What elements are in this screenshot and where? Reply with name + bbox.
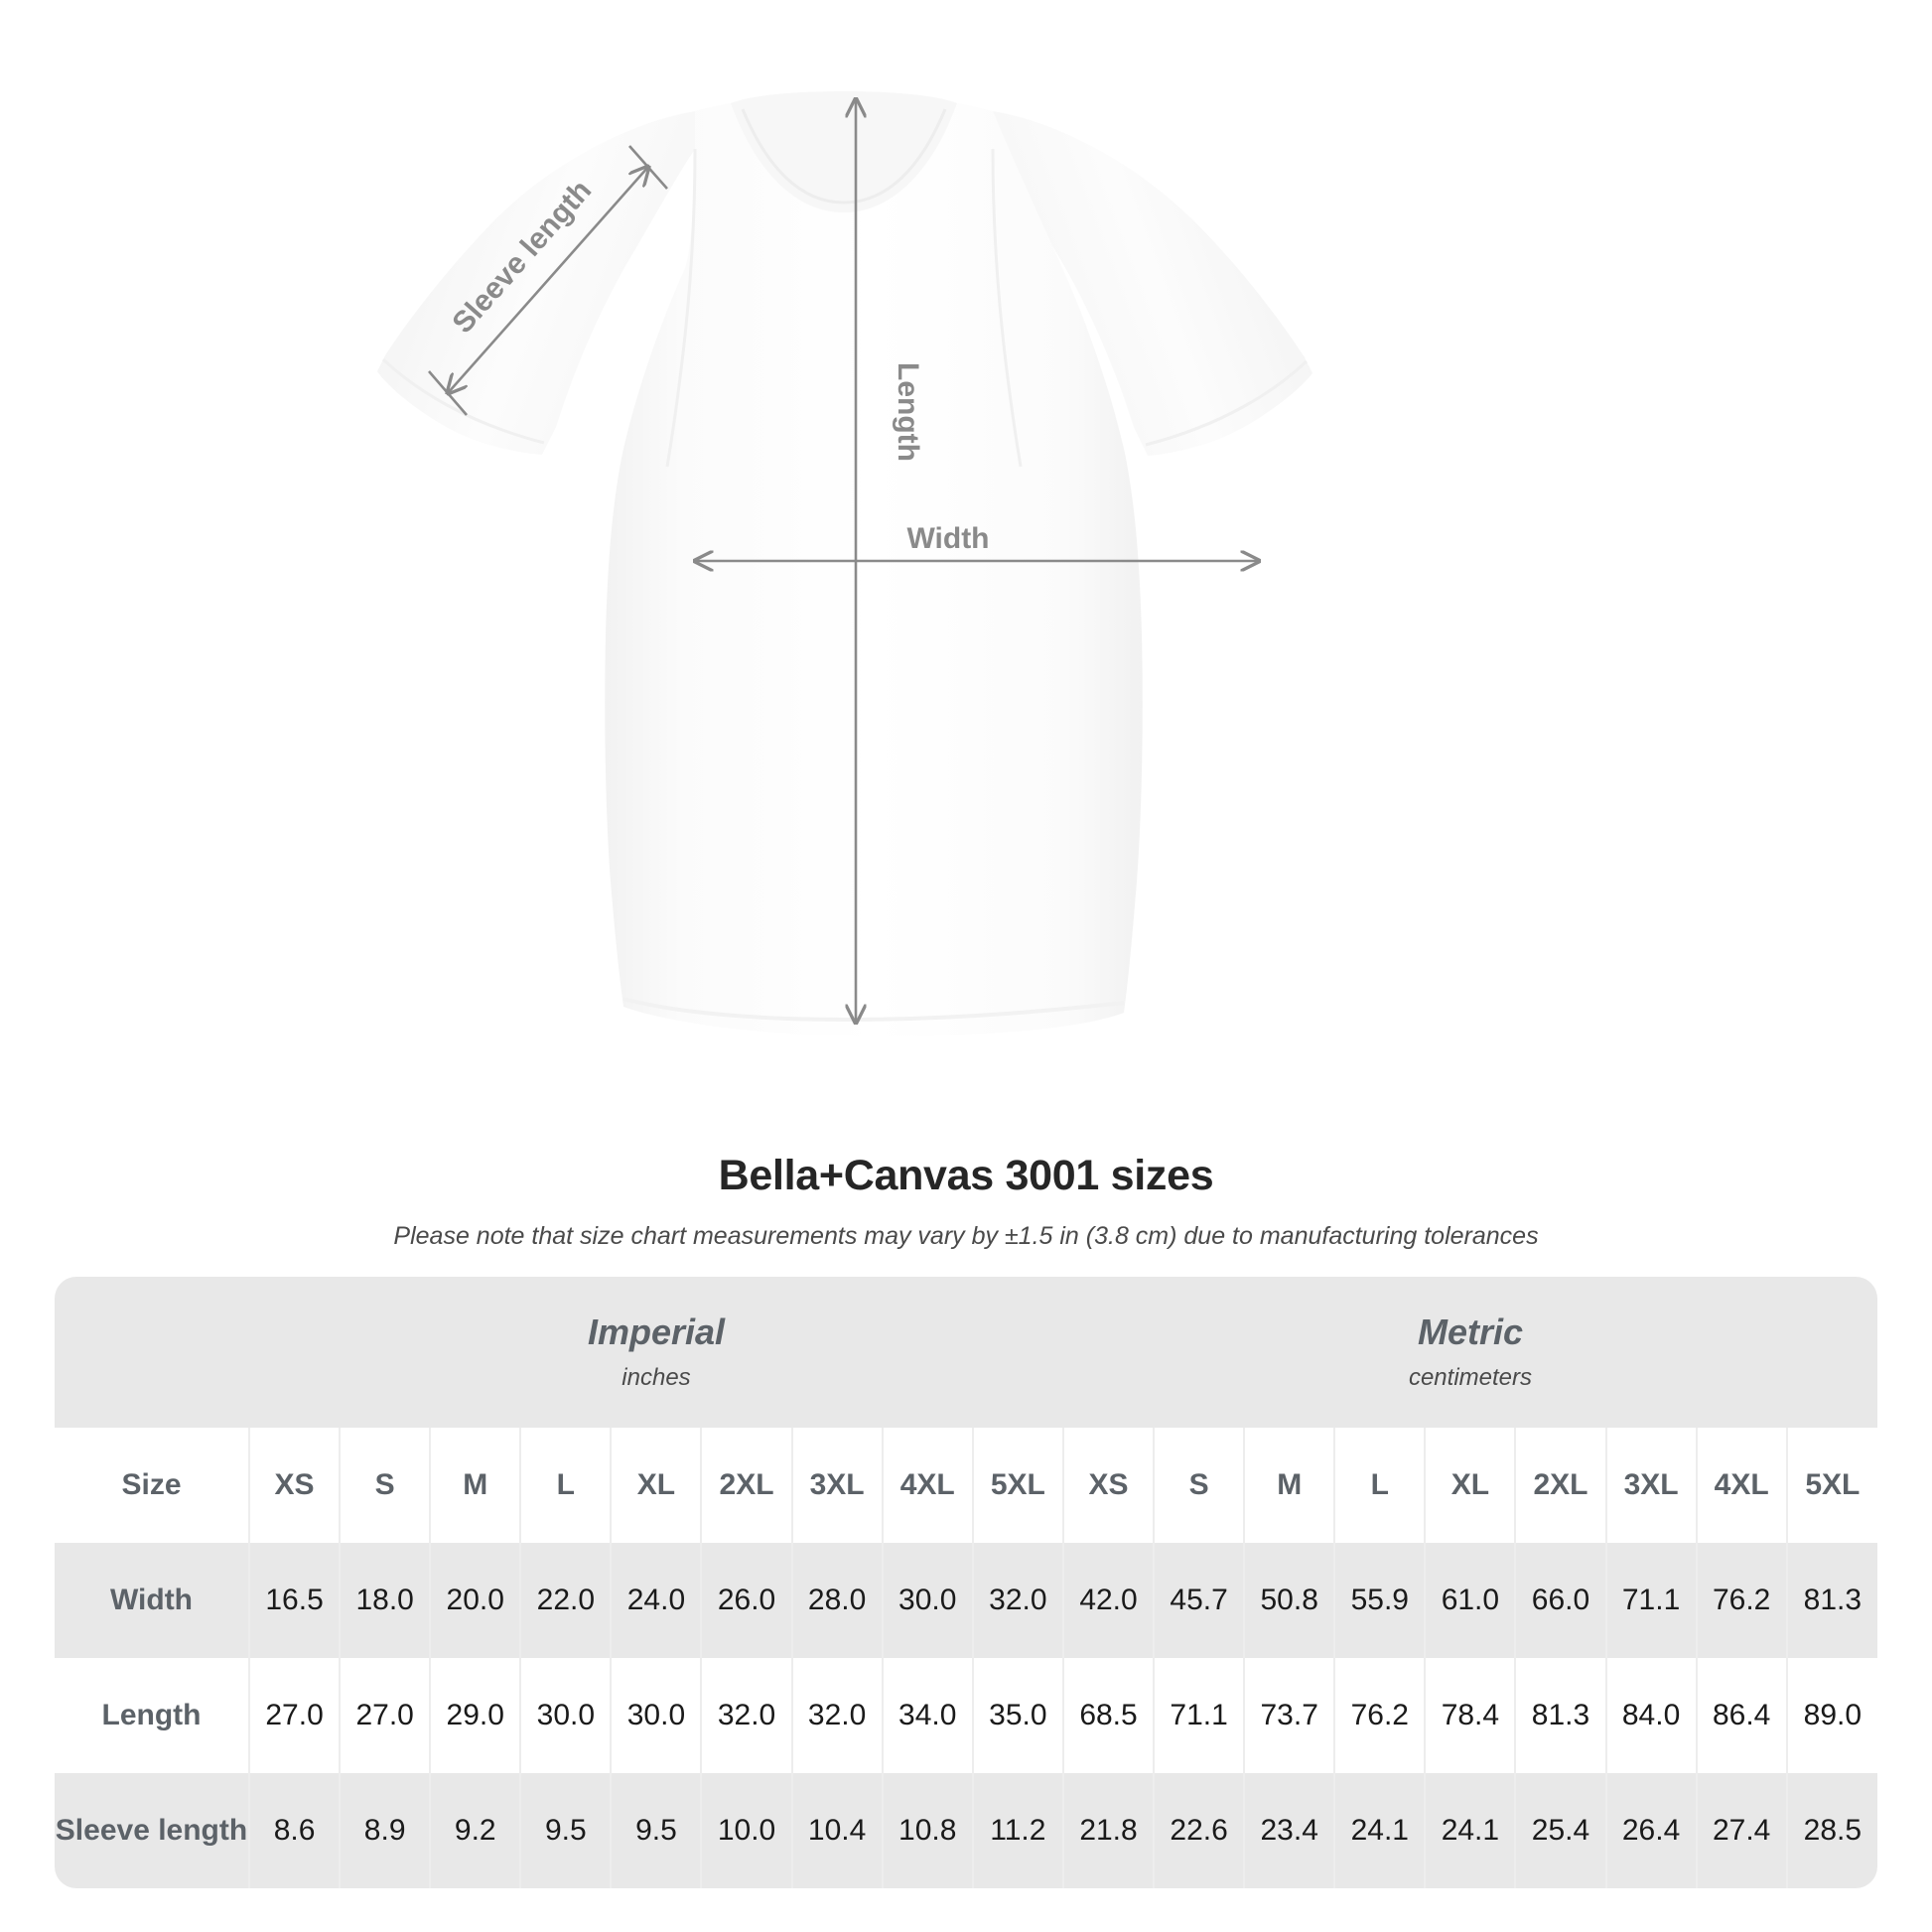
size-header-imperial-3xl: 3XL (791, 1428, 884, 1543)
unit-header-row: Imperial inches Metric centimeters (55, 1277, 1877, 1428)
cell-metric-sleeve-length-l: 24.1 (1334, 1773, 1427, 1888)
cell-imperial-length-l: 30.0 (520, 1658, 613, 1773)
row-label-length: Length (55, 1658, 251, 1773)
size-header-metric-xs: XS (1062, 1428, 1156, 1543)
cell-metric-width-xl: 61.0 (1425, 1543, 1517, 1658)
size-header-metric-2xl: 2XL (1515, 1428, 1607, 1543)
size-header-imperial-4xl: 4XL (882, 1428, 974, 1543)
size-header-imperial-s: S (340, 1428, 432, 1543)
size-header-metric-xl: XL (1425, 1428, 1517, 1543)
tshirt-illustration: Sleeve length Length Width (377, 91, 1312, 1036)
unit-name: Metric (1417, 1311, 1523, 1353)
cell-metric-length-xs: 68.5 (1062, 1658, 1156, 1773)
row-label-sleeve-length: Sleeve length (55, 1773, 251, 1888)
cell-metric-width-2xl: 66.0 (1515, 1543, 1607, 1658)
table-row: Length 27.0 27.0 29.0 30.0 30.0 32.0 32.0 34.0 35… (55, 1658, 1877, 1773)
product-diagram: Sleeve length Length Width (377, 91, 1312, 1036)
cell-imperial-width-4xl: 30.0 (882, 1543, 974, 1658)
cell-metric-length-m: 73.7 (1244, 1658, 1336, 1773)
size-header-imperial-5xl: 5XL (972, 1428, 1064, 1543)
unit-subtitle: inches (621, 1363, 691, 1391)
cell-metric-length-4xl: 86.4 (1696, 1658, 1788, 1773)
page-title: Bella+Canvas 3001 sizes (718, 1152, 1214, 1199)
size-row-header-label: Size (55, 1428, 251, 1543)
table-row: Width 16.5 18.0 20.0 22.0 24.0 26.0 28.0 30.0 32.… (55, 1543, 1877, 1658)
cell-metric-length-2xl: 81.3 (1515, 1658, 1607, 1773)
length-label: Length (892, 362, 924, 462)
cell-metric-width-5xl: 81.3 (1786, 1543, 1877, 1658)
size-chart-table: Imperial inches Metric centimeters Size XS S M L… (55, 1277, 1877, 1888)
cell-metric-length-s: 71.1 (1154, 1658, 1246, 1773)
cell-metric-sleeve-length-xs: 21.8 (1062, 1773, 1156, 1888)
chart-heading-block: Bella+Canvas 3001 sizes Please note that… (0, 1122, 1932, 1251)
cell-imperial-sleeve-length-xs: 8.6 (249, 1773, 342, 1888)
cell-metric-width-xs: 42.0 (1062, 1543, 1156, 1658)
cell-metric-sleeve-length-4xl: 27.4 (1696, 1773, 1788, 1888)
size-chart-table-wrapper: Imperial inches Metric centimeters Size XS S M L… (55, 1277, 1877, 1888)
cell-metric-width-s: 45.7 (1154, 1543, 1246, 1658)
cell-metric-length-l: 76.2 (1334, 1658, 1427, 1773)
cell-metric-sleeve-length-m: 23.4 (1244, 1773, 1336, 1888)
cell-imperial-width-3xl: 28.0 (791, 1543, 884, 1658)
cell-imperial-width-m: 20.0 (430, 1543, 522, 1658)
cell-imperial-width-5xl: 32.0 (972, 1543, 1064, 1658)
unit-subtitle: centimeters (1408, 1363, 1532, 1391)
cell-metric-width-3xl: 71.1 (1605, 1543, 1698, 1658)
cell-imperial-sleeve-length-2xl: 10.0 (701, 1773, 793, 1888)
size-header-metric-3xl: 3XL (1605, 1428, 1698, 1543)
size-header-metric-m: M (1244, 1428, 1336, 1543)
cell-metric-length-xl: 78.4 (1425, 1658, 1517, 1773)
cell-metric-width-m: 50.8 (1244, 1543, 1336, 1658)
table-row: Sleeve length 8.6 8.9 9.2 9.5 9.5 10.0 10.4 10.8… (55, 1773, 1877, 1888)
cell-imperial-sleeve-length-xl: 9.5 (611, 1773, 703, 1888)
shirt-body (377, 91, 1312, 1036)
cell-imperial-length-3xl: 32.0 (791, 1658, 884, 1773)
cell-imperial-sleeve-length-5xl: 11.2 (972, 1773, 1064, 1888)
cell-imperial-width-s: 18.0 (340, 1543, 432, 1658)
cell-imperial-sleeve-length-m: 9.2 (430, 1773, 522, 1888)
size-header-metric-5xl: 5XL (1786, 1428, 1877, 1543)
cell-imperial-length-xs: 27.0 (249, 1658, 342, 1773)
tolerance-note: Please note that size chart measurements… (393, 1222, 1539, 1250)
cell-metric-width-l: 55.9 (1334, 1543, 1427, 1658)
cell-imperial-sleeve-length-3xl: 10.4 (791, 1773, 884, 1888)
cell-metric-sleeve-length-5xl: 28.5 (1786, 1773, 1877, 1888)
cell-imperial-width-l: 22.0 (520, 1543, 613, 1658)
cell-imperial-sleeve-length-s: 8.9 (340, 1773, 432, 1888)
size-header-metric-4xl: 4XL (1696, 1428, 1788, 1543)
cell-metric-sleeve-length-2xl: 25.4 (1515, 1773, 1607, 1888)
unit-row-corner (55, 1277, 250, 1428)
cell-imperial-length-2xl: 32.0 (701, 1658, 793, 1773)
width-guide: Width (695, 522, 1259, 561)
size-header-row: Size XS S M L XL 2XL 3XL 4XL 5XL XS S M L XL 2XL 3XL 4XL 5… (55, 1428, 1877, 1543)
cell-imperial-width-2xl: 26.0 (701, 1543, 793, 1658)
cell-imperial-length-5xl: 35.0 (972, 1658, 1064, 1773)
unit-header-imperial: Imperial inches (249, 1277, 1063, 1428)
cell-imperial-length-4xl: 34.0 (882, 1658, 974, 1773)
cell-imperial-sleeve-length-4xl: 10.8 (882, 1773, 974, 1888)
size-header-imperial-2xl: 2XL (701, 1428, 793, 1543)
size-header-imperial-m: M (430, 1428, 522, 1543)
cell-metric-width-4xl: 76.2 (1696, 1543, 1788, 1658)
cell-imperial-width-xs: 16.5 (249, 1543, 342, 1658)
cell-metric-sleeve-length-xl: 24.1 (1425, 1773, 1517, 1888)
cell-imperial-width-xl: 24.0 (611, 1543, 703, 1658)
size-header-imperial-xs: XS (249, 1428, 342, 1543)
size-header-metric-l: L (1334, 1428, 1427, 1543)
cell-metric-sleeve-length-3xl: 26.4 (1605, 1773, 1698, 1888)
cell-metric-length-3xl: 84.0 (1605, 1658, 1698, 1773)
cell-metric-length-5xl: 89.0 (1786, 1658, 1877, 1773)
cell-imperial-length-s: 27.0 (340, 1658, 432, 1773)
cell-metric-sleeve-length-s: 22.6 (1154, 1773, 1246, 1888)
size-header-imperial-l: L (520, 1428, 613, 1543)
row-label-width: Width (55, 1543, 251, 1658)
unit-header-metric: Metric centimeters (1062, 1277, 1877, 1428)
size-header-imperial-xl: XL (611, 1428, 703, 1543)
cell-imperial-length-m: 29.0 (430, 1658, 522, 1773)
cell-imperial-sleeve-length-l: 9.5 (520, 1773, 613, 1888)
size-header-metric-s: S (1154, 1428, 1246, 1543)
cell-imperial-length-xl: 30.0 (611, 1658, 703, 1773)
unit-name: Imperial (587, 1311, 726, 1353)
width-label: Width (906, 522, 989, 555)
